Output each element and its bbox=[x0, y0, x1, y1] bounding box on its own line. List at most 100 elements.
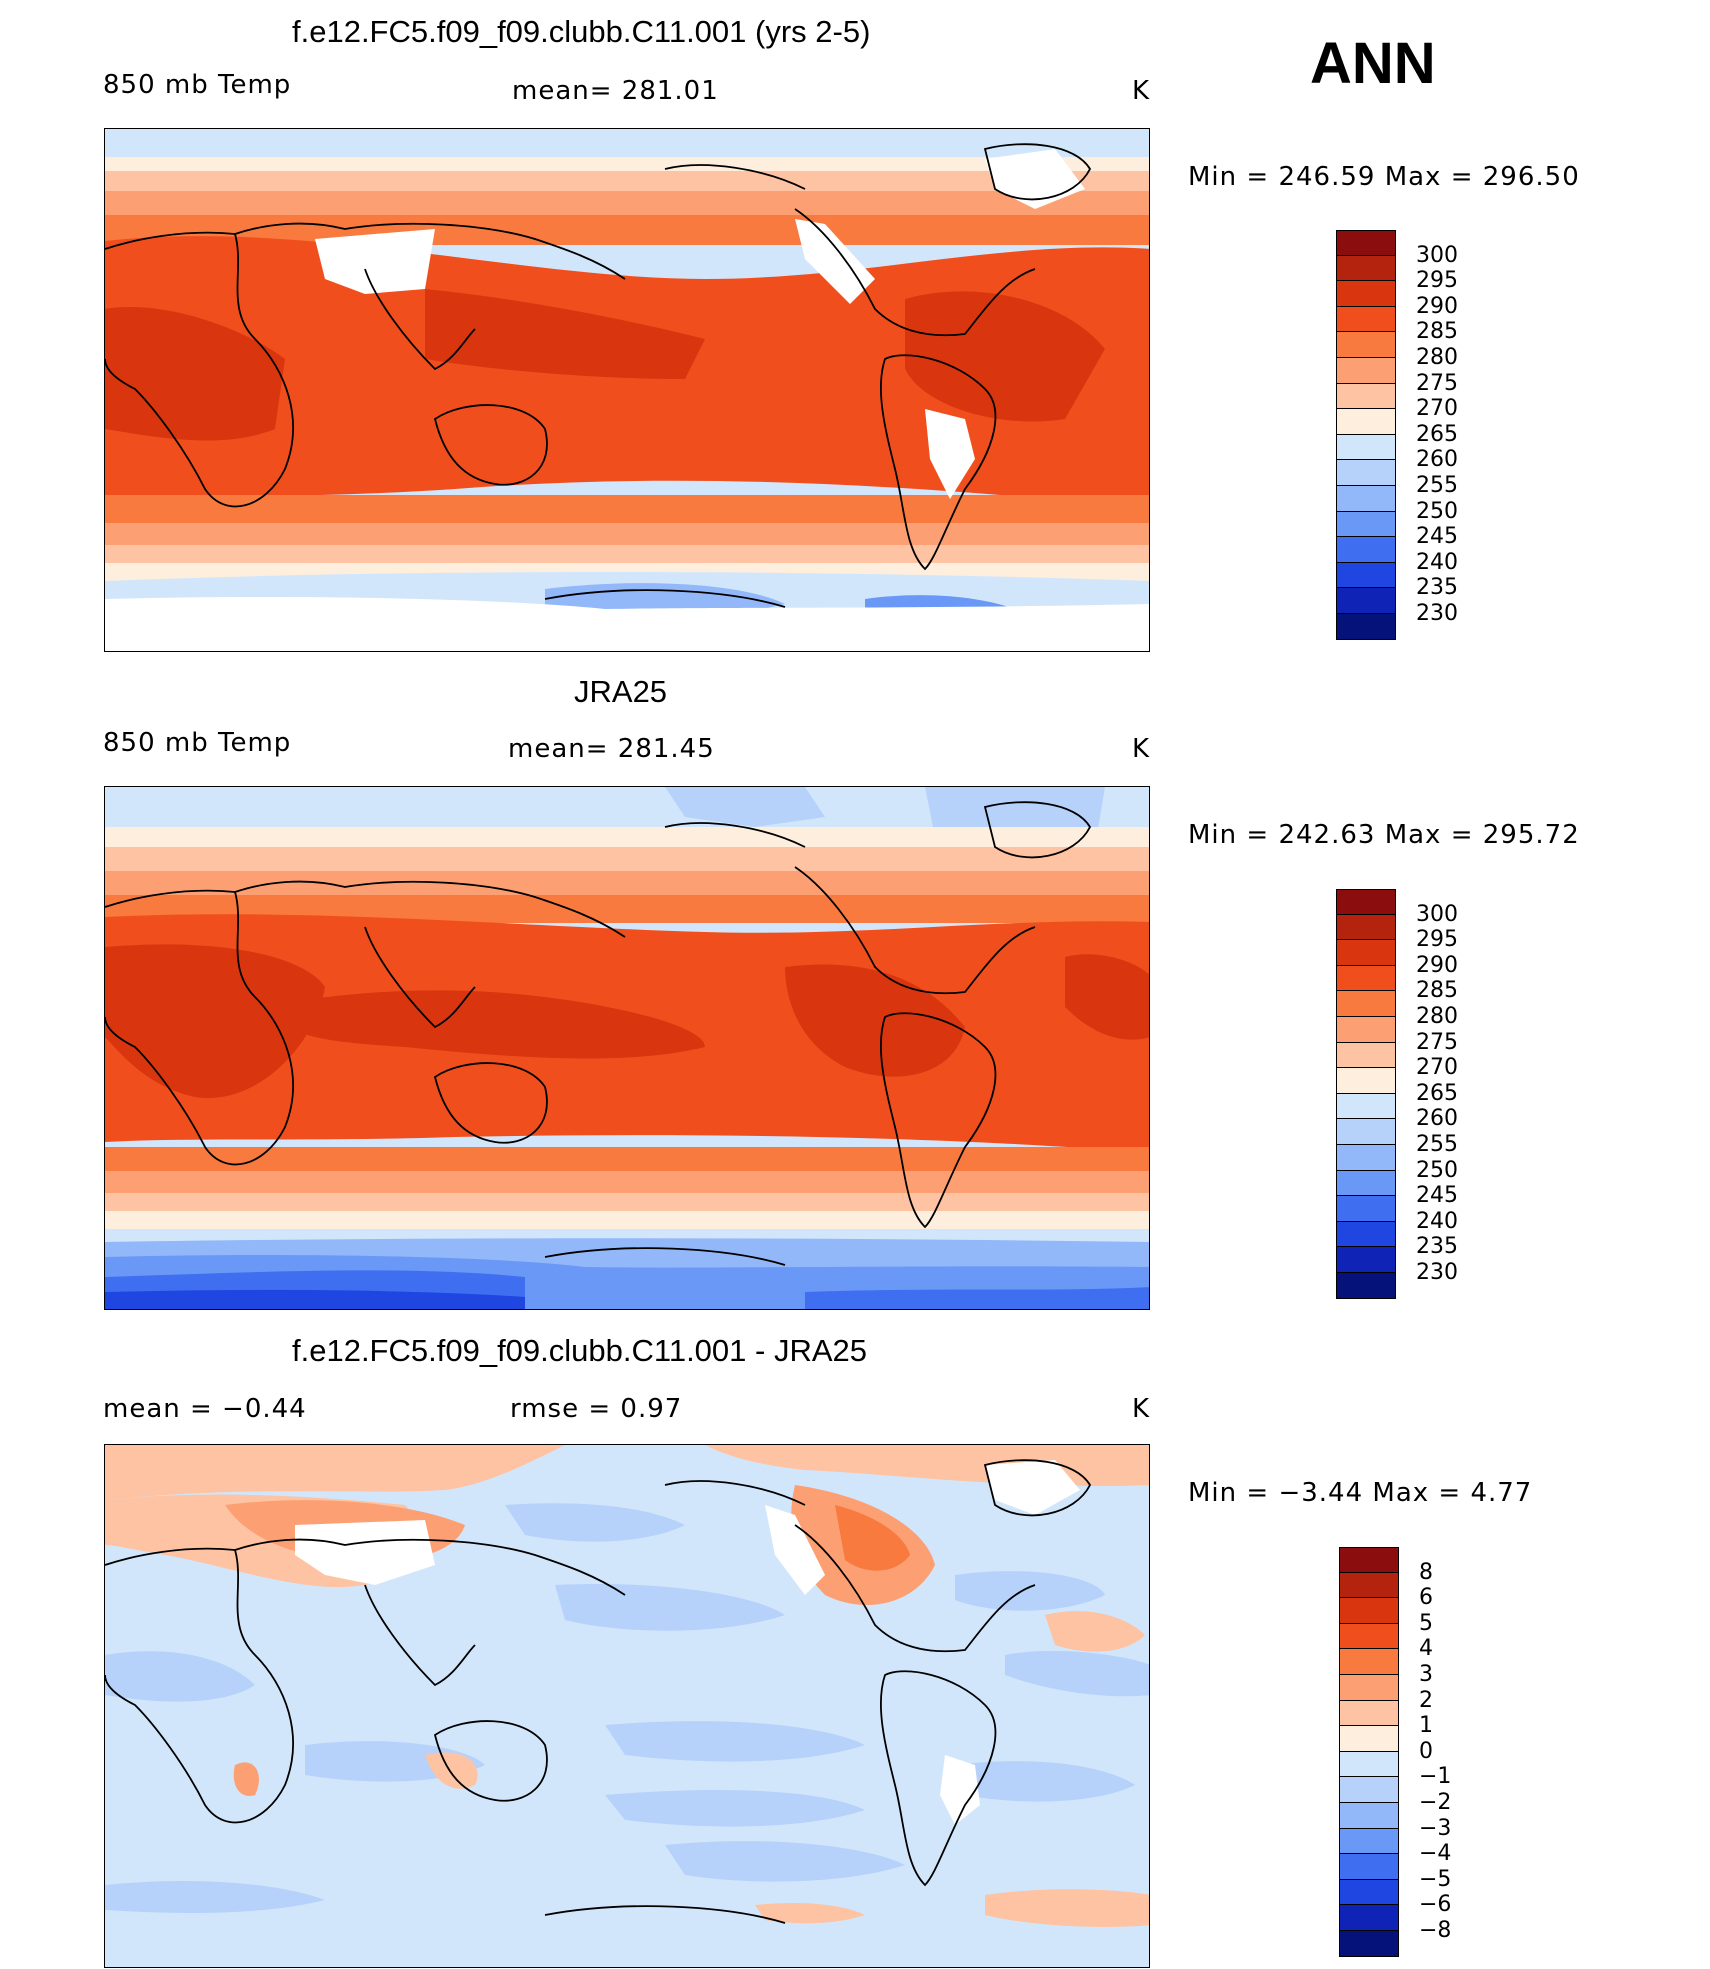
panel2-colorbar-box bbox=[1336, 1042, 1396, 1069]
panel3-colorbar-tick: −6 bbox=[1419, 1892, 1452, 1918]
panel2-mean-label: mean= 281.45 bbox=[508, 734, 715, 764]
panel2-colorbar-tick: 285 bbox=[1416, 978, 1458, 1004]
panel1-colorbar-box bbox=[1336, 230, 1396, 256]
panel2-colorbar-tick: 235 bbox=[1416, 1234, 1458, 1260]
panel1-minmax: Min = 246.59 Max = 296.50 bbox=[1188, 162, 1580, 192]
panel2-title: JRA25 bbox=[574, 674, 668, 709]
panel2-variable-label: 850 mb Temp bbox=[103, 728, 292, 758]
panel1-colorbar-box bbox=[1336, 434, 1396, 461]
panel2-colorbar-tick: 265 bbox=[1416, 1080, 1458, 1106]
panel2-colorbar-tick: 300 bbox=[1416, 901, 1458, 927]
panel1-variable-label: 850 mb Temp bbox=[103, 70, 292, 100]
panel3-colorbar-box bbox=[1339, 1649, 1399, 1675]
panel2-colorbar-box bbox=[1336, 1170, 1396, 1197]
panel3-colorbar-box bbox=[1339, 1905, 1399, 1931]
panel1-colorbar-tick: 280 bbox=[1416, 345, 1458, 370]
panel1-colorbar-box bbox=[1336, 409, 1396, 435]
panel2-colorbar-box bbox=[1336, 1221, 1396, 1248]
panel3-colorbar-box bbox=[1339, 1828, 1399, 1855]
panel3-rmse-label: rmse = 0.97 bbox=[510, 1394, 683, 1424]
panel3-title: f.e12.FC5.f09_f09.clubb.C11.001 - JRA25 bbox=[292, 1333, 867, 1368]
panel2-colorbar-box bbox=[1336, 1119, 1396, 1145]
panel1-colorbar-box bbox=[1336, 332, 1396, 358]
panel1-units-label: K bbox=[1132, 76, 1151, 106]
panel1-colorbar-box bbox=[1336, 306, 1396, 333]
panel3-colorbar-tick: 6 bbox=[1419, 1585, 1433, 1611]
panel3-colorbar-tick: 5 bbox=[1419, 1610, 1433, 1636]
panel2-colorbar-tick: 295 bbox=[1416, 927, 1458, 953]
panel1-colorbar-tick: 230 bbox=[1416, 601, 1458, 626]
panel1-colorbar-tick: 290 bbox=[1416, 293, 1458, 319]
panel3-colorbar-tick: 0 bbox=[1419, 1738, 1433, 1764]
panel3-colorbar-tick: −2 bbox=[1419, 1790, 1452, 1815]
panel2-colorbar-box bbox=[1336, 1247, 1396, 1273]
panel2-colorbar-box bbox=[1336, 991, 1396, 1017]
panel2-colorbar-tick: 240 bbox=[1416, 1208, 1458, 1234]
panel1-mean-label: mean= 281.01 bbox=[512, 76, 719, 106]
panel2-colorbar-box bbox=[1336, 1145, 1396, 1171]
panel3-colorbar-box bbox=[1339, 1572, 1399, 1599]
panel3-colorbar-tick: 8 bbox=[1419, 1559, 1433, 1585]
panel3-colorbar-box bbox=[1339, 1803, 1399, 1829]
panel3-colorbar-tick: 3 bbox=[1419, 1662, 1433, 1687]
panel2-colorbar-tick: 255 bbox=[1416, 1132, 1458, 1157]
panel2-colorbar-tick: 270 bbox=[1416, 1055, 1458, 1081]
panel2-colorbar-tick: 275 bbox=[1416, 1029, 1458, 1055]
panel3-colorbar-box bbox=[1339, 1675, 1399, 1701]
panel3-colorbar-tick: −8 bbox=[1419, 1918, 1452, 1943]
panel2-colorbar-box bbox=[1336, 1068, 1396, 1094]
panel2-colorbar-tick: 250 bbox=[1416, 1157, 1458, 1183]
panel3-units-label: K bbox=[1132, 1394, 1151, 1424]
panel3-colorbar-tick: −4 bbox=[1419, 1841, 1452, 1867]
panel2-colorbar-tick: 230 bbox=[1416, 1260, 1458, 1285]
panel3-colorbar-tick: −5 bbox=[1419, 1866, 1452, 1892]
panel3-colorbar-box bbox=[1339, 1854, 1399, 1880]
panel1-colorbar-tick: 255 bbox=[1416, 473, 1458, 498]
panel1-colorbar-tick: 245 bbox=[1416, 524, 1458, 550]
panel2-colorbar-tick: 290 bbox=[1416, 952, 1458, 978]
panel3-colorbar-tick: 1 bbox=[1419, 1713, 1433, 1739]
panel1-colorbar-box bbox=[1336, 562, 1396, 589]
panel1-colorbar-box bbox=[1336, 486, 1396, 512]
panel3-colorbar-box bbox=[1339, 1751, 1399, 1778]
panel3-colorbar-box bbox=[1339, 1931, 1399, 1957]
panel1-colorbar-tick: 260 bbox=[1416, 447, 1458, 473]
panel2-units-label: K bbox=[1132, 734, 1151, 764]
panel2-colorbar-tick: 245 bbox=[1416, 1183, 1458, 1209]
panel1-colorbar-tick: 275 bbox=[1416, 370, 1458, 396]
panel2-minmax: Min = 242.63 Max = 295.72 bbox=[1188, 820, 1580, 850]
panel2-colorbar-box bbox=[1336, 889, 1396, 915]
panel1-colorbar-tick: 285 bbox=[1416, 319, 1458, 345]
panel3-colorbar-box bbox=[1339, 1547, 1399, 1573]
panel1-colorbar-box bbox=[1336, 614, 1396, 640]
panel2-reference-map bbox=[104, 786, 1150, 1310]
panel1-title: f.e12.FC5.f09_f09.clubb.C11.001 (yrs 2-5… bbox=[292, 14, 871, 49]
panel3-colorbar-tick: 2 bbox=[1419, 1687, 1433, 1713]
panel1-colorbar-tick: 265 bbox=[1416, 421, 1458, 447]
panel3-difference-map bbox=[104, 1444, 1150, 1968]
panel2-colorbar-box bbox=[1336, 1273, 1396, 1299]
panel1-colorbar-box bbox=[1336, 460, 1396, 486]
panel1-colorbar-box bbox=[1336, 281, 1396, 307]
panel3-colorbar-box bbox=[1339, 1777, 1399, 1803]
panel1-colorbar-tick: 235 bbox=[1416, 575, 1458, 601]
panel3-colorbar-box bbox=[1339, 1879, 1399, 1906]
panel3-colorbar-box bbox=[1339, 1598, 1399, 1624]
panel3-colorbar-tick: 4 bbox=[1419, 1636, 1433, 1662]
panel1-colorbar-tick: 270 bbox=[1416, 396, 1458, 422]
panel3-minmax: Min = −3.44 Max = 4.77 bbox=[1188, 1478, 1533, 1508]
panel3-colorbar-tick: −1 bbox=[1419, 1764, 1452, 1790]
panel2-colorbar-box bbox=[1336, 1017, 1396, 1043]
panel2-colorbar-box bbox=[1336, 914, 1396, 941]
panel3-colorbar-box bbox=[1339, 1623, 1399, 1650]
panel3-mean-label: mean = −0.44 bbox=[103, 1394, 307, 1424]
panel1-model-map bbox=[104, 128, 1150, 652]
panel2-colorbar-tick: 280 bbox=[1416, 1004, 1458, 1029]
panel2-colorbar-box bbox=[1336, 1196, 1396, 1222]
panel3-colorbar-box bbox=[1339, 1726, 1399, 1752]
panel1-colorbar-box bbox=[1336, 537, 1396, 563]
panel1-colorbar-box bbox=[1336, 255, 1396, 282]
panel3-colorbar-box bbox=[1339, 1700, 1399, 1727]
panel2-colorbar-box bbox=[1336, 940, 1396, 966]
panel1-colorbar-tick: 240 bbox=[1416, 549, 1458, 575]
